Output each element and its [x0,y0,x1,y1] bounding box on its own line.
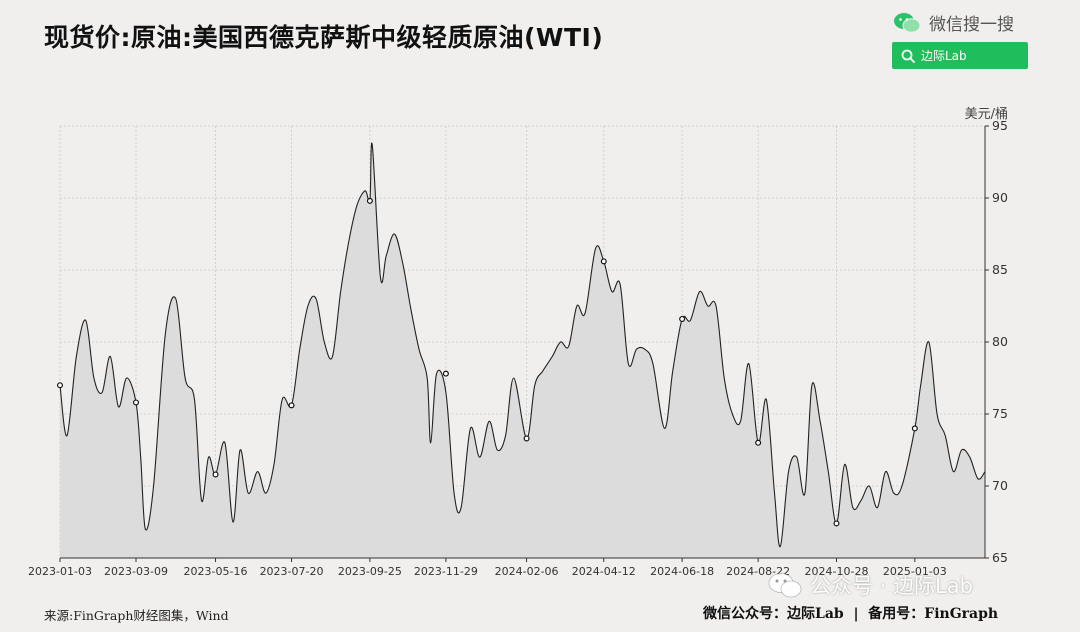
data-marker [288,402,295,409]
x-tick-label: 2024-06-18 [650,565,714,578]
data-marker [600,258,607,265]
data-marker [56,382,63,389]
search-label: 边际Lab [921,49,967,63]
y-tick-label: 65 [992,550,1008,565]
search-icon [901,49,915,63]
x-tick-label: 2023-11-29 [414,565,478,578]
x-tick-label: 2023-07-20 [260,565,324,578]
data-marker [366,197,373,204]
x-tick-label: 2023-05-16 [184,565,248,578]
x-tick-label: 2023-03-09 [104,565,168,578]
wechat-search-brand[interactable]: 微信搜一搜 [893,10,1014,35]
y-tick-label: 70 [992,478,1008,493]
chart-title: 现货价:原油:美国西德克萨斯中级轻质原油(WTI) [44,23,604,52]
data-marker [755,439,762,446]
x-tick-label: 2025-01-03 [883,565,947,578]
x-tick-label: 2024-04-12 [572,565,636,578]
y-tick-label: 85 [992,262,1008,277]
wechat-icon [894,12,921,33]
x-tick-label: 2024-10-28 [805,565,869,578]
data-marker [911,425,918,432]
watermark: 公众号 · 边际Lab [768,570,973,600]
brand-label: 微信搜一搜 [929,15,1014,35]
y-axis-unit-label: 美元/桶 [965,107,1008,122]
data-marker [442,370,449,377]
watermark-text: 公众号 · 边际Lab [810,574,973,598]
y-tick-label: 80 [992,334,1008,349]
source-note: 来源:FinGraph财经图集，Wind [44,608,229,623]
x-tick-label: 2023-01-03 [28,565,92,578]
data-marker [523,435,530,442]
data-marker [133,399,140,406]
y-tick-label: 90 [992,190,1008,205]
data-marker [679,315,686,322]
y-tick-label: 95 [992,118,1008,133]
data-marker [212,471,219,478]
wechat-icon [768,573,802,598]
series-line [59,142,986,548]
series-area [60,142,985,558]
axis-layer: 65 70 75 80 85 90 95 2023-01-03 2023-03-09 2023-0… [28,118,1008,578]
x-tick-label: 2024-08-22 [726,565,790,578]
data-marker [833,520,840,527]
x-tick-label: 2024-02-06 [495,565,559,578]
publisher-note: 微信公众号：边际Lab | 备用号：FinGraph [703,606,999,622]
marker-layer [56,197,918,527]
y-tick-label: 75 [992,406,1008,421]
search-button[interactable]: 边际Lab [892,42,1028,69]
x-tick-label: 2023-09-25 [338,565,402,578]
